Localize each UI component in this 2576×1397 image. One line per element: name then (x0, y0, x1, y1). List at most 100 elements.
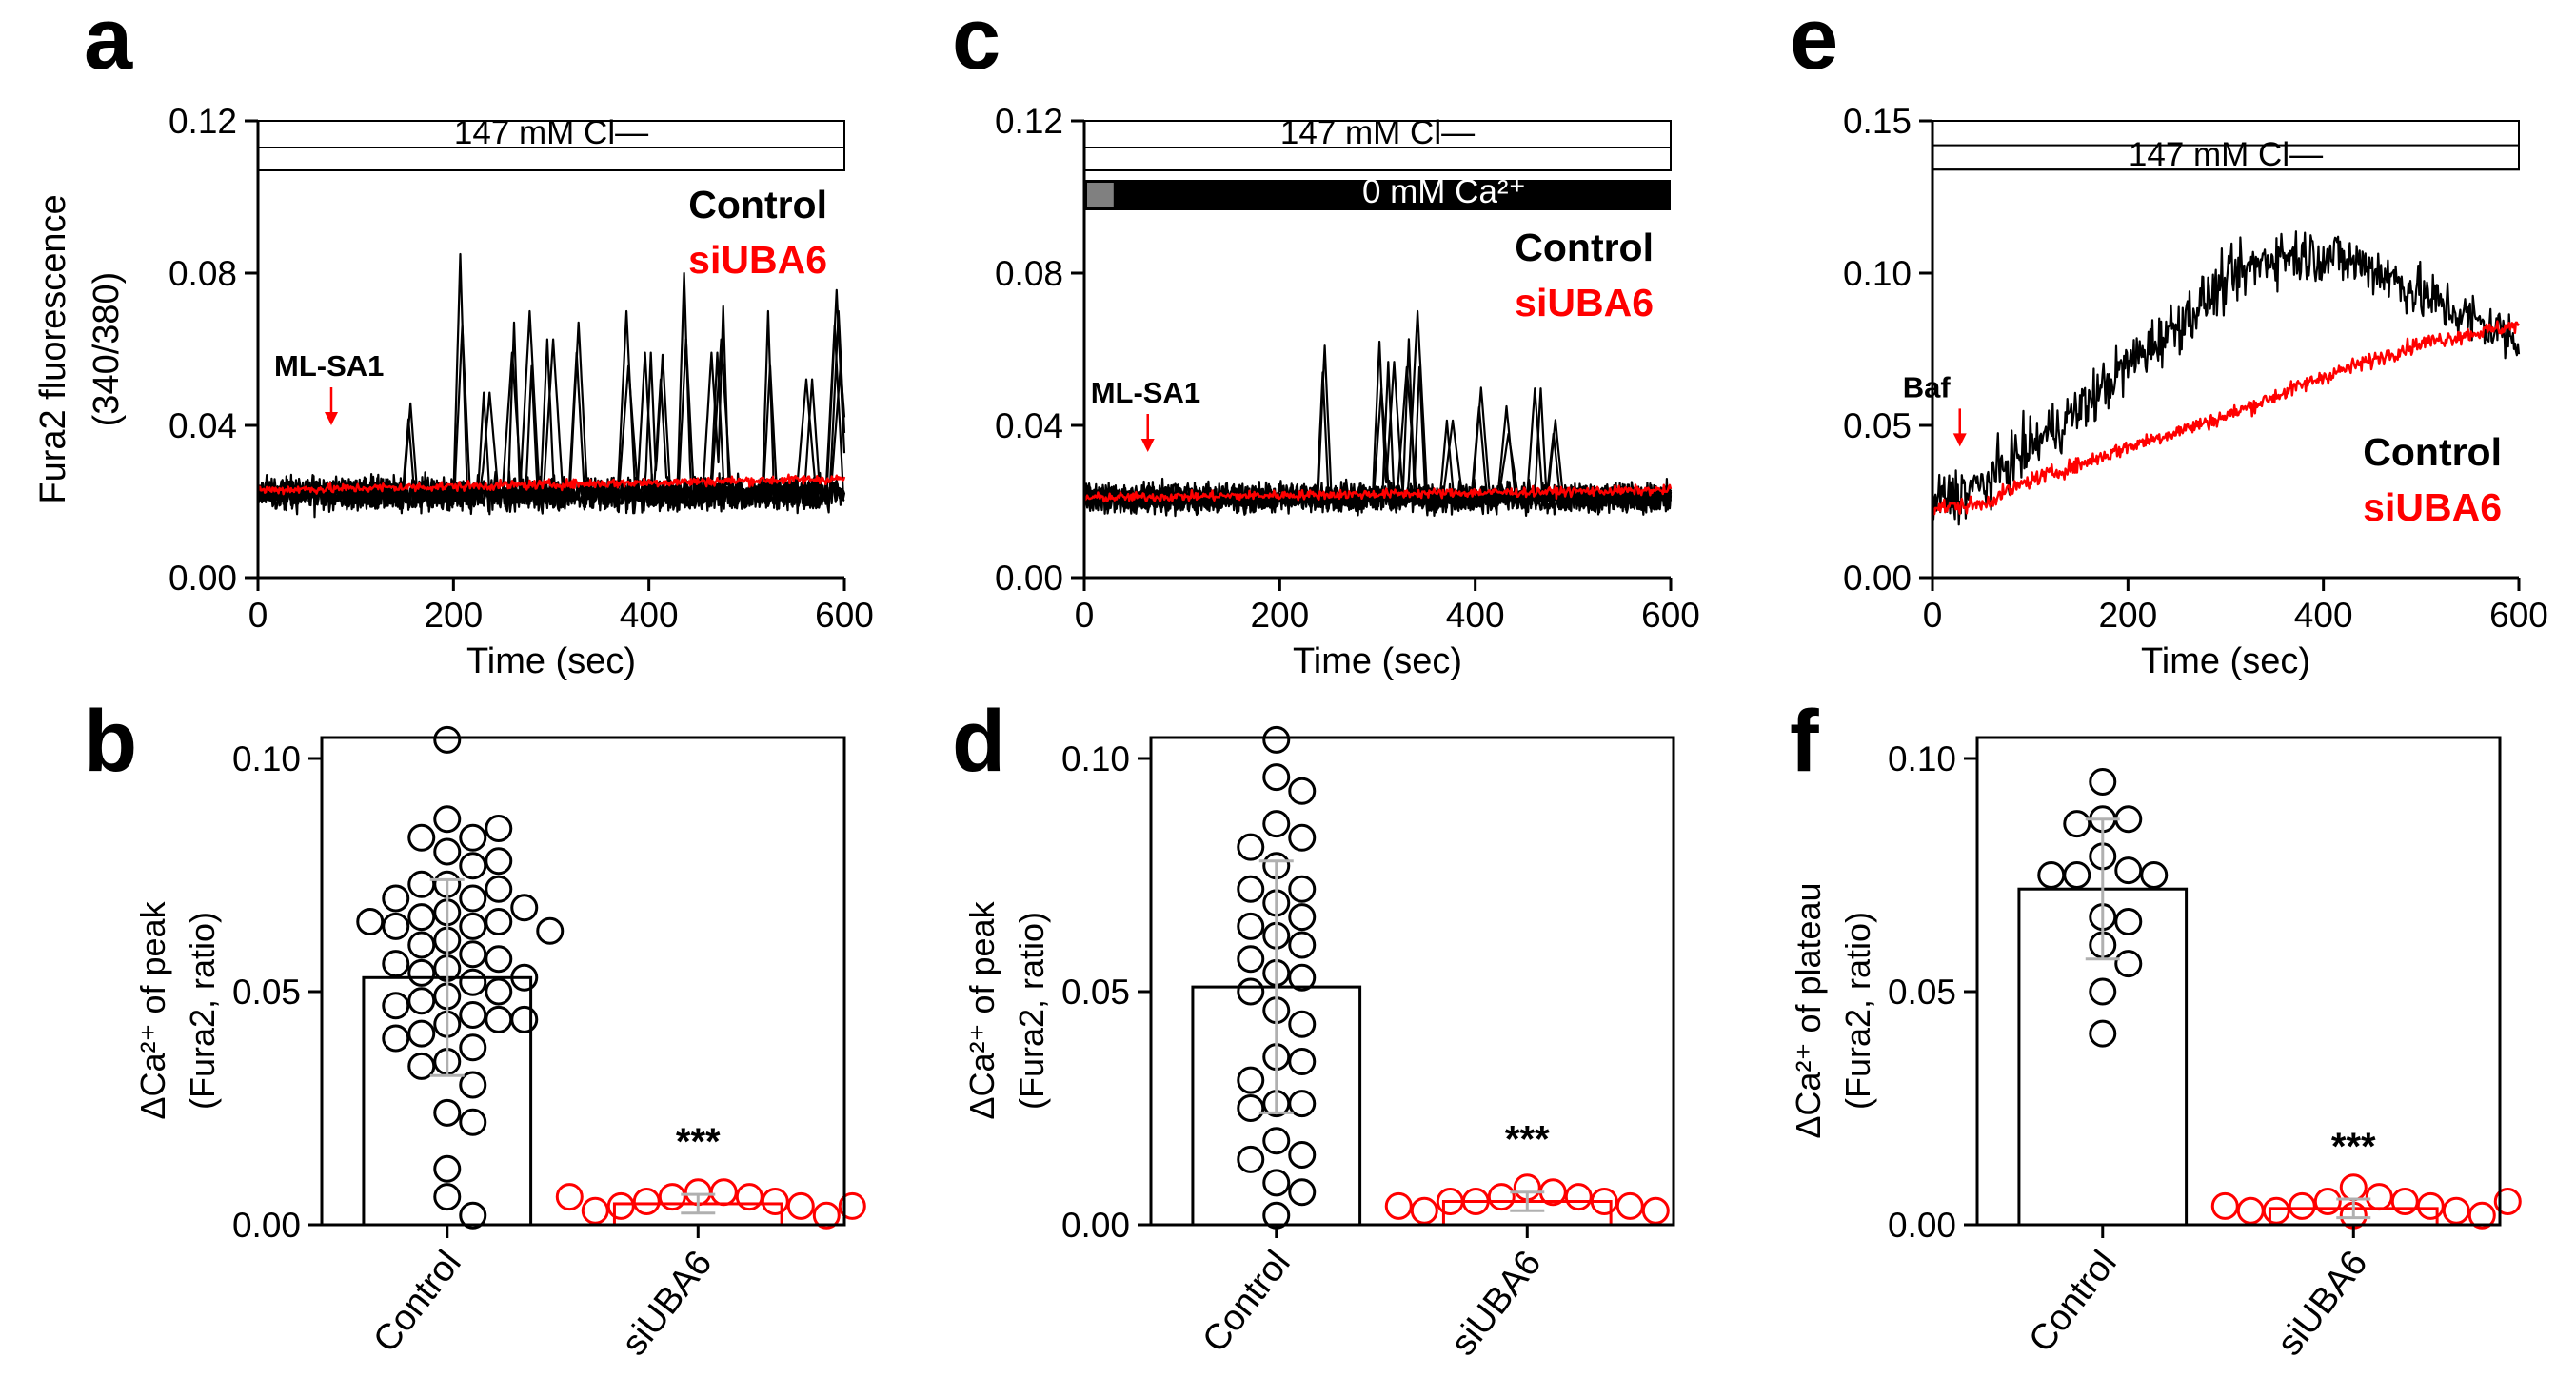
trace-siuba6 (256, 473, 846, 496)
data-point (2493, 1188, 2522, 1215)
data-point (1237, 977, 1265, 1006)
data-point (2089, 1019, 2117, 1048)
y-axis-label: (340/380) (87, 272, 127, 427)
y-tick-label: 0.00 (1843, 559, 1912, 598)
legend-siuba6: siUBA6 (2363, 485, 2502, 529)
data-point (459, 884, 487, 913)
data-point (510, 963, 539, 992)
y-tick-label: 0.10 (1061, 739, 1130, 778)
stimulus-arrow-head (1952, 433, 1967, 447)
data-point (459, 940, 487, 969)
data-point (1262, 763, 1291, 792)
data-point (1288, 1048, 1317, 1075)
panel-f: f Control *** siUBA6 0.00 0.05 0.10 ΔCa²⁺ of pl… (1789, 693, 2522, 1364)
data-point (459, 823, 487, 852)
data-point (2339, 1173, 2368, 1202)
data-point (1590, 1188, 1618, 1215)
data-point (2140, 861, 2169, 889)
legend-control: Control (2363, 430, 2502, 474)
data-point (510, 1005, 539, 1033)
data-point (356, 908, 385, 935)
y-axis-label: ΔCa²⁺ of plateau (1789, 882, 1828, 1138)
data-point (1237, 1094, 1265, 1122)
y-axis-label: (Fura2, ratio) (1838, 912, 1877, 1110)
data-point (2442, 1196, 2470, 1225)
trace-control (256, 325, 846, 519)
data-point (433, 1098, 462, 1127)
condition-bar-label: 0 mM Ca²⁺ (1362, 173, 1526, 210)
data-point (838, 1191, 866, 1220)
data-point (2089, 977, 2117, 1006)
data-point (1288, 931, 1317, 959)
x-axis-label: Time (sec) (2141, 641, 2310, 681)
data-point (1384, 1191, 1413, 1220)
data-point (407, 823, 436, 852)
data-point (632, 1188, 661, 1215)
data-point (433, 805, 462, 834)
data-point (1641, 1196, 1670, 1225)
data-point (1410, 1196, 1438, 1225)
data-point (1237, 945, 1265, 974)
data-point (2416, 1191, 2445, 1220)
data-point (1288, 823, 1317, 852)
y-tick-label: 0.08 (995, 254, 1063, 293)
panel-b: b Control *** siUBA6 0.00 0.05 0.10 ΔCa²⁺ of pe… (84, 693, 866, 1364)
data-point (1288, 777, 1317, 805)
data-point (1615, 1191, 1644, 1220)
data-point (485, 815, 513, 842)
panel-a: a 147 mM Cl— 0.00 0.04 0.08 0.12 0 200 400 600 Tim… (33, 0, 874, 681)
data-point (2288, 1191, 2316, 1220)
data-point (407, 870, 436, 898)
data-point (1237, 912, 1265, 940)
y-tick-label: 0.05 (232, 973, 301, 1012)
data-point (1237, 1066, 1265, 1094)
data-point (407, 931, 436, 959)
data-point (2089, 768, 2117, 796)
data-point (1288, 1178, 1317, 1207)
category-label: siUBA6 (614, 1244, 720, 1364)
y-tick-label: 0.10 (1888, 739, 1956, 778)
data-point (459, 1001, 487, 1029)
condition-bar-label: 147 mM Cl— (2129, 136, 2323, 173)
x-tick-label: 0 (1923, 596, 1943, 635)
y-tick-label: 0.00 (1061, 1206, 1130, 1245)
x-tick-label: 0 (1075, 596, 1095, 635)
panel-e: e 147 mM Cl— 0.00 0.05 0.10 0.15 0 200 400 600 Tim… (1790, 0, 2548, 681)
data-point (1237, 833, 1265, 861)
data-point (433, 725, 462, 754)
data-point (2114, 908, 2143, 935)
panel-letter: b (84, 693, 137, 790)
data-point (510, 894, 539, 922)
y-tick-label: 0.15 (1843, 102, 1912, 141)
y-axis-label: Fura2 fluorescence (33, 194, 73, 503)
data-point (1237, 1145, 1265, 1173)
data-point (709, 1178, 738, 1207)
data-point (2467, 1201, 2496, 1230)
data-point (1436, 1188, 1464, 1215)
y-tick-label: 0.04 (168, 406, 237, 445)
y-axis-label: ΔCa²⁺ of peak (133, 900, 172, 1119)
data-point (1288, 903, 1317, 932)
data-point (459, 1033, 487, 1062)
panel-letter: f (1790, 693, 1819, 790)
data-point (555, 1183, 584, 1211)
significance-marker: *** (676, 1121, 721, 1163)
stimulus-arrow-head (1140, 439, 1155, 452)
category-label: siUBA6 (2269, 1244, 2375, 1364)
data-point (485, 945, 513, 974)
x-tick-label: 200 (424, 596, 483, 635)
data-point (433, 1154, 462, 1183)
data-point (2063, 810, 2091, 838)
legend-control: Control (688, 183, 827, 226)
category-label: siUBA6 (1443, 1244, 1549, 1364)
data-point (382, 912, 410, 940)
y-tick-label: 0.00 (232, 1206, 301, 1245)
y-tick-label: 0.00 (1888, 1206, 1956, 1245)
data-point (1288, 1141, 1317, 1169)
condition-bar-label: 147 mM Cl— (1280, 114, 1475, 151)
data-point (382, 950, 410, 978)
data-point (459, 912, 487, 940)
data-point (2313, 1188, 2342, 1215)
data-point (2114, 950, 2143, 978)
data-point (459, 1071, 487, 1099)
